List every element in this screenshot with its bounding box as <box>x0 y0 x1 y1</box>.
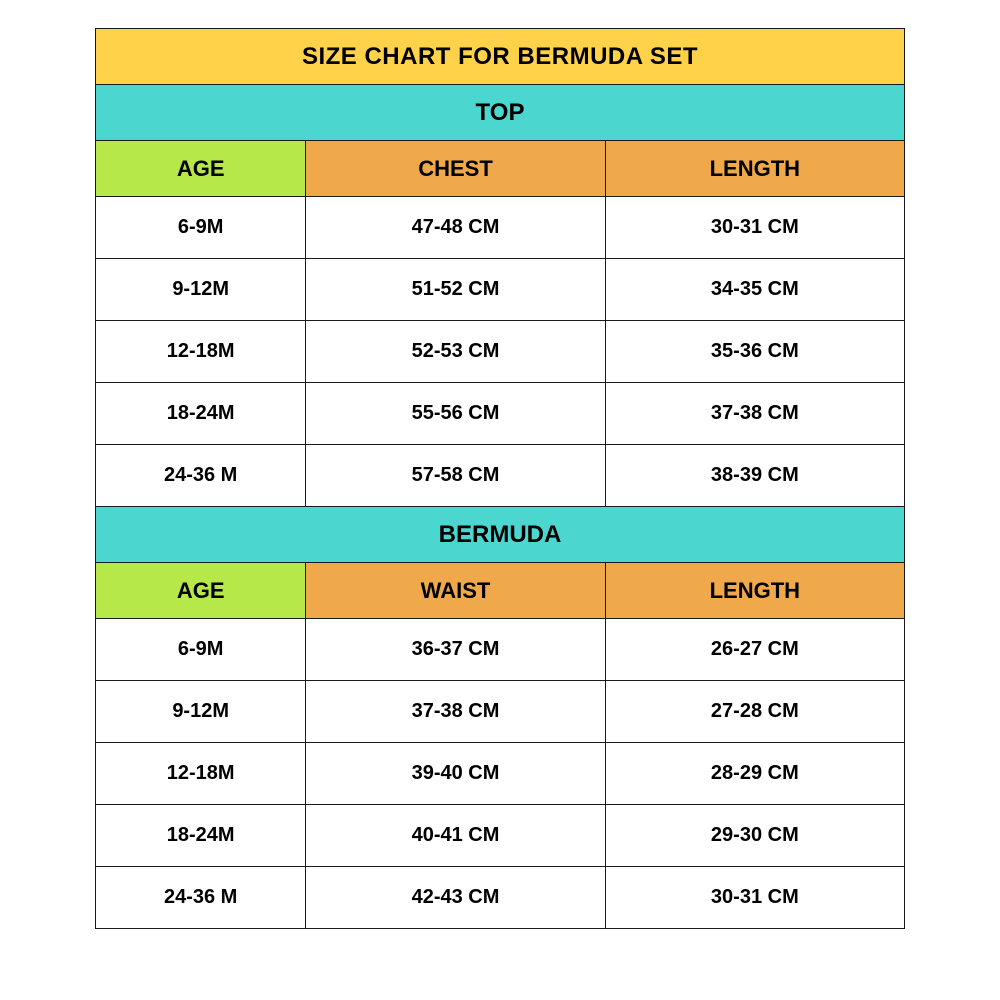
cell-measure-1: 51-52 CM <box>306 259 605 321</box>
table-row: 6-9M47-48 CM30-31 CM <box>96 197 905 259</box>
cell-age: 12-18M <box>96 321 306 383</box>
cell-measure-1: 42-43 CM <box>306 867 605 929</box>
size-chart-container: SIZE CHART FOR BERMUDA SETTOPAGECHESTLEN… <box>0 0 1000 1000</box>
column-header-age: AGE <box>96 141 306 197</box>
cell-age: 18-24M <box>96 383 306 445</box>
section-header-row: TOP <box>96 85 905 141</box>
cell-measure-2: 27-28 CM <box>605 681 904 743</box>
cell-age: 6-9M <box>96 619 306 681</box>
cell-measure-1: 36-37 CM <box>306 619 605 681</box>
cell-measure-2: 34-35 CM <box>605 259 904 321</box>
cell-age: 12-18M <box>96 743 306 805</box>
cell-measure-2: 28-29 CM <box>605 743 904 805</box>
column-header-row: AGECHESTLENGTH <box>96 141 905 197</box>
table-row: 12-18M52-53 CM35-36 CM <box>96 321 905 383</box>
column-header-row: AGEWAISTLENGTH <box>96 563 905 619</box>
cell-measure-1: 57-58 CM <box>306 445 605 507</box>
cell-age: 18-24M <box>96 805 306 867</box>
cell-measure-1: 39-40 CM <box>306 743 605 805</box>
chart-title-row: SIZE CHART FOR BERMUDA SET <box>96 29 905 85</box>
table-row: 18-24M40-41 CM29-30 CM <box>96 805 905 867</box>
cell-age: 24-36 M <box>96 445 306 507</box>
cell-age: 9-12M <box>96 681 306 743</box>
cell-measure-1: 55-56 CM <box>306 383 605 445</box>
section-header: BERMUDA <box>96 507 905 563</box>
table-row: 9-12M51-52 CM34-35 CM <box>96 259 905 321</box>
cell-measure-1: 47-48 CM <box>306 197 605 259</box>
table-row: 24-36 M42-43 CM30-31 CM <box>96 867 905 929</box>
table-row: 6-9M36-37 CM26-27 CM <box>96 619 905 681</box>
cell-age: 6-9M <box>96 197 306 259</box>
cell-measure-2: 30-31 CM <box>605 867 904 929</box>
table-row: 12-18M39-40 CM28-29 CM <box>96 743 905 805</box>
table-row: 9-12M37-38 CM27-28 CM <box>96 681 905 743</box>
cell-measure-2: 35-36 CM <box>605 321 904 383</box>
cell-age: 9-12M <box>96 259 306 321</box>
column-header-measure-1: WAIST <box>306 563 605 619</box>
cell-measure-2: 26-27 CM <box>605 619 904 681</box>
cell-age: 24-36 M <box>96 867 306 929</box>
cell-measure-2: 29-30 CM <box>605 805 904 867</box>
column-header-measure-2: LENGTH <box>605 141 904 197</box>
table-row: 18-24M55-56 CM37-38 CM <box>96 383 905 445</box>
table-row: 24-36 M57-58 CM38-39 CM <box>96 445 905 507</box>
column-header-measure-1: CHEST <box>306 141 605 197</box>
section-header: TOP <box>96 85 905 141</box>
chart-title: SIZE CHART FOR BERMUDA SET <box>96 29 905 85</box>
cell-measure-1: 52-53 CM <box>306 321 605 383</box>
cell-measure-2: 37-38 CM <box>605 383 904 445</box>
cell-measure-1: 37-38 CM <box>306 681 605 743</box>
cell-measure-2: 38-39 CM <box>605 445 904 507</box>
cell-measure-1: 40-41 CM <box>306 805 605 867</box>
column-header-age: AGE <box>96 563 306 619</box>
column-header-measure-2: LENGTH <box>605 563 904 619</box>
section-header-row: BERMUDA <box>96 507 905 563</box>
size-chart-table: SIZE CHART FOR BERMUDA SETTOPAGECHESTLEN… <box>95 28 905 929</box>
cell-measure-2: 30-31 CM <box>605 197 904 259</box>
